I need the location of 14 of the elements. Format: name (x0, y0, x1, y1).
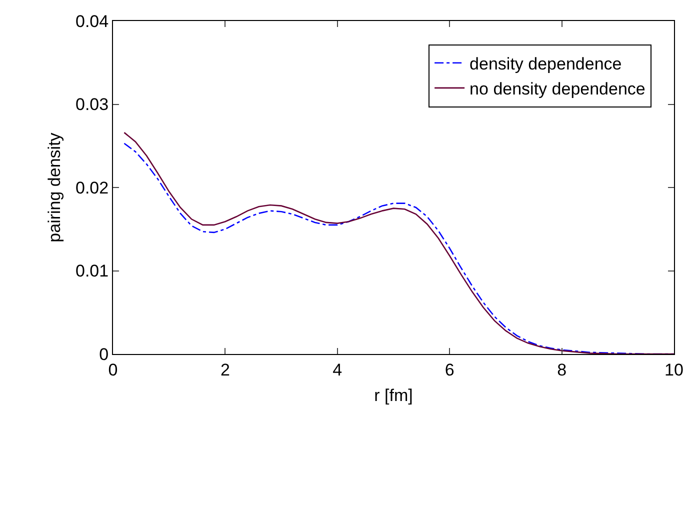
x-tick-label: 10 (664, 360, 684, 380)
y-tick-label: 0.02 (76, 178, 109, 198)
x-axis-title: r [fm] (374, 386, 413, 405)
y-axis-title: pairing density (45, 132, 64, 242)
x-tick-label: 8 (557, 360, 567, 380)
x-tick-label: 6 (444, 360, 454, 380)
y-tick-label: 0.03 (76, 95, 109, 114)
y-tick-label: 0.01 (76, 262, 109, 281)
y-tick-label: 0.04 (76, 12, 109, 31)
y-tick-label: 0 (99, 344, 109, 364)
x-tick-label: 2 (220, 360, 230, 380)
legend-label: density dependence (470, 54, 622, 74)
x-tick-label: 4 (332, 360, 342, 380)
legend-label: no density dependence (470, 80, 646, 99)
